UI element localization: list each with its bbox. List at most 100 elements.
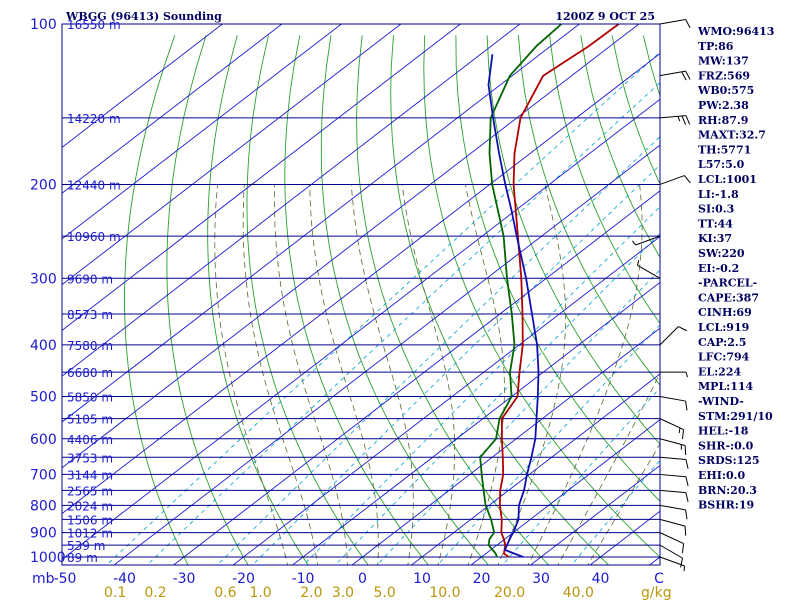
mixing-ratio-label: 1.0: [249, 585, 271, 600]
index-entry: -PARCEL-: [698, 277, 757, 290]
isotherm: [410, 373, 660, 565]
mixing-ratio-label: 0.1: [104, 585, 126, 600]
mixing-ratio-line: [146, 82, 660, 565]
isotherm: [291, 281, 660, 565]
temperature-tick-label: -10: [292, 571, 315, 587]
index-entry: KI:37: [698, 232, 732, 245]
temperature-tick-label: 30: [532, 571, 550, 587]
index-entry: EL:224: [698, 365, 741, 378]
height-label: 89 m: [67, 551, 98, 565]
wind-barb: [659, 544, 684, 568]
temperature-tick-label: 40: [592, 571, 610, 587]
plot-frame: [61, 23, 661, 566]
index-entry: L57:5.0: [698, 158, 745, 171]
profile-lines: [479, 24, 620, 558]
index-entry: STM:291/10: [698, 410, 773, 423]
plot-background: [62, 24, 660, 565]
index-entry: BRN:20.3: [698, 484, 757, 497]
mixing-ratio-line: [437, 324, 660, 565]
wind-barb: [659, 489, 689, 503]
pressure-label: 400: [30, 338, 57, 354]
height-label: 1506 m: [67, 513, 113, 527]
index-entry: BSHR:19: [698, 499, 754, 512]
temperature-line: [498, 24, 620, 558]
wind-barb: [659, 115, 691, 125]
mixing-ratio-label: 2.0: [300, 585, 322, 600]
dry-adiabat: [356, 35, 550, 565]
dewpoint-line: [479, 24, 563, 558]
wind-barb: [659, 518, 687, 536]
wind-barb: [659, 70, 691, 81]
height-label: 1012 m: [67, 527, 113, 541]
isotherm: [62, 24, 343, 240]
pressure-label: 1000: [30, 550, 66, 566]
mixing-ratio-label: 40.0: [563, 585, 594, 600]
temperature-tick-label: -50: [54, 571, 77, 587]
wind-barb: [659, 504, 688, 520]
wind-barb: [659, 532, 685, 554]
wind-barb: [659, 326, 688, 346]
isotherm: [470, 419, 660, 565]
isotherm: [62, 24, 521, 377]
pressure-label: 500: [30, 390, 57, 406]
isotherm: [351, 327, 660, 565]
mixing-ratio-line: [334, 232, 660, 565]
moist-adiabat: [242, 184, 319, 565]
dry-adiabat: [246, 35, 369, 565]
moist-adiabat: [309, 184, 379, 565]
wind-barb: [659, 556, 685, 572]
height-label: 7580 m: [67, 339, 113, 353]
isotherm: [62, 24, 224, 148]
isotherm: [529, 464, 660, 565]
isotherm: [62, 98, 660, 560]
dry-adiabat: [423, 35, 660, 558]
dry-adiabat: [455, 35, 660, 502]
index-entry: EI:-0.2: [698, 262, 739, 275]
isotherm: [62, 24, 402, 286]
height-label: 12440 m: [67, 178, 121, 192]
index-entry: SRDS:125: [698, 454, 760, 467]
dry-adiabat: [166, 35, 249, 565]
moist-adiabat: [401, 184, 456, 565]
height-label: 3753 m: [67, 451, 113, 465]
x-axis-title: C: [654, 571, 664, 587]
dry-adiabat: [580, 35, 660, 259]
height-label: 5105 m: [67, 413, 113, 427]
isotherm: [62, 52, 660, 515]
mixing-ratio-line: [376, 269, 660, 565]
pressure-label: 100: [30, 17, 57, 33]
mixing-ratio-unit: g/kg: [641, 585, 672, 600]
moist-adiabat: [214, 184, 288, 565]
wind-barb: [659, 396, 688, 411]
dry-adiabat: [486, 35, 660, 445]
moist-adiabat: [465, 184, 505, 565]
y-axis-title: mb: [32, 571, 55, 587]
mixing-ratio-label: 10.0: [429, 585, 460, 600]
index-entry: LFC:794: [698, 351, 750, 364]
dry-adiabat: [517, 35, 660, 386]
mixing-ratio-label: 0.6: [214, 585, 236, 600]
index-entry: SW:220: [698, 247, 745, 260]
isotherm: [172, 190, 660, 565]
index-entry: MPL:114: [698, 380, 754, 393]
height-label: 14220 m: [67, 112, 121, 126]
isotherm: [62, 24, 462, 332]
index-entry: LCL:919: [698, 321, 749, 334]
wind-barb: [659, 456, 689, 469]
chart-time: 1200Z 9 OCT 25: [555, 10, 655, 23]
height-label: 6680 m: [67, 366, 113, 380]
isotherm: [62, 24, 640, 469]
height-label: 9690 m: [67, 272, 113, 286]
height-label: 8573 m: [67, 308, 113, 322]
index-entry: -WIND-: [698, 395, 744, 408]
mixing-ratio-line: [216, 136, 660, 565]
index-entry: TH:5771: [698, 143, 751, 156]
pressure-label: 700: [30, 467, 57, 483]
index-entry: CINH:69: [698, 306, 752, 319]
index-entry: CAPE:387: [698, 291, 759, 304]
dry-adiabat: [768, 35, 800, 568]
mixing-ratio-line: [571, 459, 660, 565]
index-entry: MW:137: [698, 55, 749, 68]
